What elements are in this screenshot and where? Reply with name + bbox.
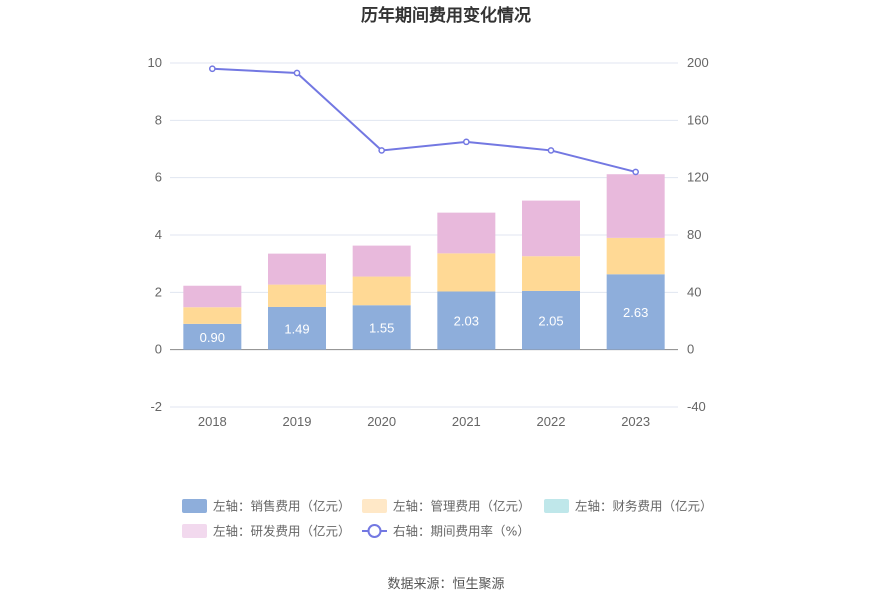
ratio-point[interactable] bbox=[547, 147, 555, 154]
bar-segment-0-4[interactable] bbox=[522, 290, 580, 350]
grid-lines bbox=[170, 62, 678, 408]
bar-segment-1-0[interactable] bbox=[183, 307, 242, 324]
right-tick-label: 80 bbox=[687, 227, 701, 242]
right-tick-label: 0 bbox=[687, 342, 694, 357]
x-tick-label: 2019 bbox=[283, 414, 312, 429]
ratio-point[interactable] bbox=[632, 168, 640, 176]
ratio-line-series bbox=[208, 65, 640, 176]
right-tick-label: 200 bbox=[687, 55, 709, 70]
ratio-point[interactable] bbox=[293, 69, 301, 77]
ratio-line bbox=[212, 67, 636, 173]
legend-swatch bbox=[544, 499, 569, 513]
ratio-point[interactable] bbox=[378, 147, 386, 154]
legend[interactable]: 左轴：销售费用（亿元） 左轴：管理费用（亿元） 左轴：财务费用（亿元） 左轴：研发费用… bbox=[182, 499, 713, 539]
bar-segment-1-3[interactable] bbox=[437, 253, 496, 292]
left-tick-label: 10 bbox=[148, 55, 162, 70]
bar-labels: 0.90 1.49 1.55 2.03 2.05 2.63 bbox=[200, 305, 649, 345]
bar-segment-3-0[interactable] bbox=[183, 285, 242, 308]
right-tick-label: 40 bbox=[687, 284, 701, 299]
left-tick-label: 0 bbox=[155, 342, 162, 357]
legend-label[interactable]: 左轴：管理费用（亿元） bbox=[393, 499, 531, 514]
bar-segment-1-5[interactable] bbox=[606, 237, 665, 275]
ratio-point[interactable] bbox=[462, 138, 470, 146]
bar-segment-0-3[interactable] bbox=[437, 291, 496, 350]
x-tick-label: 2021 bbox=[452, 414, 481, 429]
legend-label[interactable]: 右轴：期间费用率（%） bbox=[393, 524, 530, 539]
bar-segment-1-2[interactable] bbox=[352, 276, 411, 306]
legend-swatch bbox=[362, 499, 387, 513]
bar-value-label: 2.05 bbox=[538, 313, 563, 328]
left-tick-label: 4 bbox=[155, 227, 162, 242]
bar-segment-1-1[interactable] bbox=[268, 284, 326, 307]
source-note: 数据来源：恒生聚源 bbox=[387, 577, 504, 592]
legend-swatch bbox=[182, 499, 207, 513]
legend-swatch bbox=[182, 524, 207, 538]
legend-label[interactable]: 左轴：销售费用（亿元） bbox=[213, 499, 351, 514]
bar-segment-3-5[interactable] bbox=[606, 174, 665, 238]
x-axis-ticks: 2018 2019 2020 2021 2022 2023 bbox=[198, 414, 650, 429]
bar-value-label: 2.03 bbox=[454, 314, 479, 329]
bar-segment-0-2[interactable] bbox=[352, 305, 411, 350]
right-tick-label: 160 bbox=[687, 112, 709, 127]
bar-segment-3-1[interactable] bbox=[268, 253, 326, 285]
chart-title: 历年期间费用变化情况 bbox=[361, 5, 531, 26]
x-tick-label: 2023 bbox=[621, 414, 650, 429]
bar-value-label: 2.63 bbox=[623, 305, 648, 320]
bar-series bbox=[183, 174, 665, 350]
bar-value-label: 1.49 bbox=[284, 321, 309, 336]
bar-segment-0-1[interactable] bbox=[268, 306, 326, 350]
legend-line-marker bbox=[367, 524, 382, 538]
legend-label[interactable]: 左轴：财务费用（亿元） bbox=[575, 499, 713, 514]
bar-segment-1-4[interactable] bbox=[522, 256, 580, 291]
left-tick-label: -2 bbox=[150, 399, 162, 414]
bar-segment-3-3[interactable] bbox=[437, 212, 496, 254]
legend-label[interactable]: 左轴：研发费用（亿元） bbox=[213, 524, 351, 539]
bar-segment-0-5[interactable] bbox=[606, 274, 665, 350]
left-tick-label: 8 bbox=[155, 112, 162, 127]
right-axis-ticks: -40 0 40 80 120 160 200 bbox=[687, 55, 709, 414]
bar-value-label: 0.90 bbox=[200, 330, 225, 345]
bar-segment-0-0[interactable] bbox=[183, 323, 242, 350]
bar-segment-3-4[interactable] bbox=[522, 200, 580, 257]
right-tick-label: 120 bbox=[687, 170, 709, 185]
left-tick-label: 2 bbox=[155, 284, 162, 299]
ratio-point[interactable] bbox=[208, 65, 216, 73]
bar-segment-3-2[interactable] bbox=[352, 245, 411, 277]
left-axis-ticks: -2 0 2 4 6 8 10 bbox=[148, 55, 162, 414]
x-tick-label: 2020 bbox=[367, 414, 396, 429]
bar-value-label: 1.55 bbox=[369, 320, 394, 335]
x-tick-label: 2018 bbox=[198, 414, 227, 429]
left-tick-label: 6 bbox=[155, 170, 162, 185]
right-tick-label: -40 bbox=[687, 399, 706, 414]
x-tick-label: 2022 bbox=[537, 414, 566, 429]
